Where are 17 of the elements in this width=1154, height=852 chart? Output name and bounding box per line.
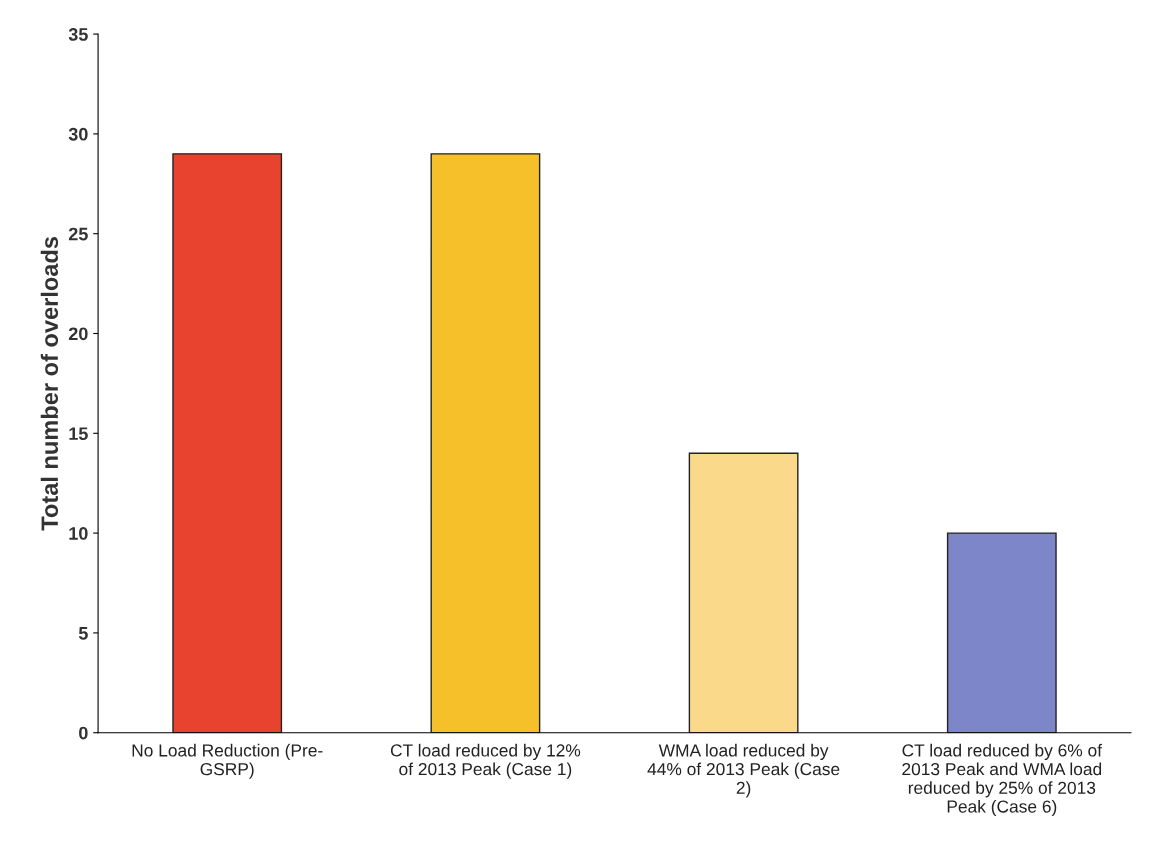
x-tick-label: CT load reduced by 12% of 2013 Peak (Case 1) [390, 743, 581, 779]
y-tick-label: 30 [68, 127, 88, 141]
x-tick-label: No Load Reduction (Pre- GSRP) [132, 743, 323, 779]
y-tick-label: 5 [78, 627, 88, 640]
y-tick-label: 0 [79, 726, 88, 740]
bar [946, 532, 1057, 733]
y-tick-label: 10 [69, 527, 88, 540]
bar [172, 153, 283, 733]
y-axis-title: Total number of overloads [40, 236, 59, 531]
y-tick-label: 35 [68, 28, 88, 41]
y-tick-label: 25 [68, 227, 88, 241]
x-tick-label: CT load reduced by 6% of 2013 Peak and WMA load reduced by 25% of 2013 Peak (Case 6) [902, 743, 1103, 817]
y-tick-label: 20 [68, 327, 88, 341]
bar [430, 153, 541, 733]
x-tick-label: WMA load reduced by 44% of 2013 Peak (Case 2) [647, 743, 840, 798]
bar [688, 452, 799, 733]
y-tick-label: 15 [69, 427, 88, 441]
